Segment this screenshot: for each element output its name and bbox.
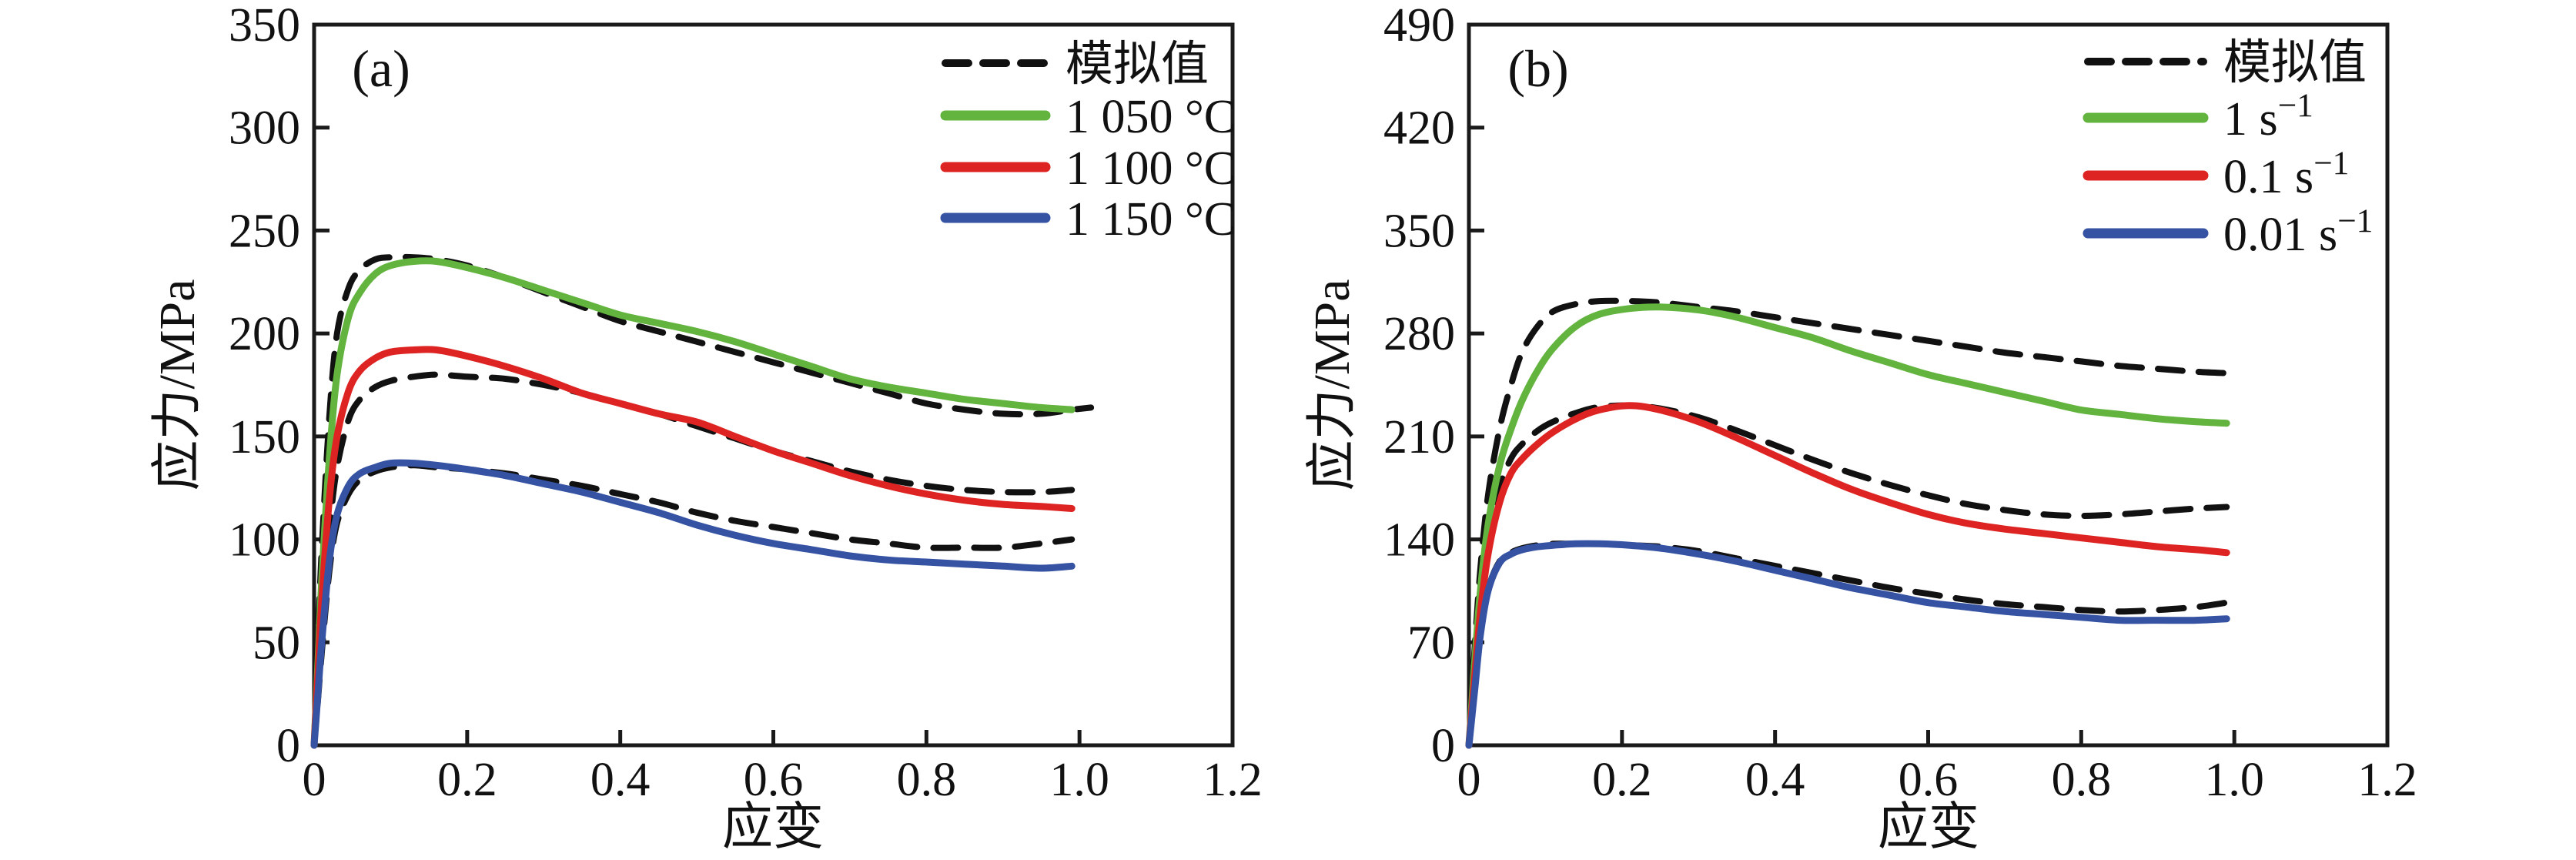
x-tick-label: 0.6 <box>1899 754 1959 806</box>
y-tick-label: 420 <box>1383 102 1455 155</box>
x-tick-label: 0.8 <box>897 754 957 806</box>
legend-label: 0.01 s−1 <box>2223 202 2373 261</box>
curve-sim-0.1s <box>1466 402 2230 748</box>
x-axis-title: 应变 <box>1878 799 1979 855</box>
y-tick-label: 150 <box>229 411 300 463</box>
y-tick-label: 300 <box>229 102 300 155</box>
curve-exp-0.1s <box>1465 402 2230 749</box>
curve-exp-1100C <box>310 346 1076 749</box>
x-axis-title: 应变 <box>722 799 824 855</box>
x-tick-label: 1.0 <box>2204 754 2264 806</box>
y-tick-label: 210 <box>1383 411 1455 463</box>
x-tick-label: 1.2 <box>2357 754 2417 806</box>
panel-label: (b) <box>1507 39 1568 98</box>
x-tick-label: 0.6 <box>744 754 804 806</box>
legend-label: 0.1 s−1 <box>2223 145 2349 203</box>
x-tick-label: 1.2 <box>1203 754 1263 806</box>
x-tick-label: 0 <box>1457 754 1481 806</box>
x-tick-label: 0.4 <box>590 754 651 806</box>
legend-label: 1 s−1 <box>2223 87 2313 146</box>
x-tick-label: 1.0 <box>1049 754 1109 806</box>
y-tick-label: 0 <box>276 720 300 772</box>
curve-sim-1100C <box>311 371 1076 748</box>
y-tick-label: 0 <box>1431 720 1455 772</box>
y-tick-label: 350 <box>1383 205 1455 257</box>
panel-a: 0 50 100 150 200 250 300 350 0 0.2 0.4 0.6 0.8 1.0 1.2… <box>149 0 1263 855</box>
legend-label: 1 150 °C <box>1066 193 1236 246</box>
curve-exp-1s <box>1465 303 2230 749</box>
legend-label: 模拟值 <box>2223 37 2367 89</box>
x-tick-label: 0.4 <box>1745 754 1805 806</box>
y-tick-label: 50 <box>253 617 300 669</box>
curve-sim-1150C <box>311 462 1076 748</box>
curve-exp-1150C <box>310 459 1076 749</box>
y-tick-label: 250 <box>229 205 300 257</box>
y-tick-label: 70 <box>1407 617 1455 669</box>
y-tick-label: 490 <box>1383 0 1455 52</box>
legend-label: 1 050 °C <box>1066 91 1236 143</box>
x-tick-label: 0.8 <box>2052 754 2112 806</box>
y-axis-title: 应力/MPa <box>149 279 206 490</box>
y-tick-label: 140 <box>1383 514 1455 567</box>
y-tick-label: 280 <box>1383 308 1455 360</box>
x-tick-label: 0.2 <box>1592 754 1652 806</box>
y-tick-label: 350 <box>229 0 300 52</box>
panel-b: 0 70 140 210 280 350 420 490 0 0.2 0.4 0.6 0.8 1.0 1.2… <box>1304 0 2417 855</box>
curve-sim-0.01s <box>1466 540 2230 748</box>
legend-label: 模拟值 <box>1066 38 1209 91</box>
legend-label: 1 100 °C <box>1066 142 1236 195</box>
panel-label: (a) <box>352 39 410 98</box>
y-axis-title: 应力/MPa <box>1304 279 1360 490</box>
y-tick-label: 200 <box>229 308 300 360</box>
curve-exp-1050C <box>310 257 1076 749</box>
curve-sim-1s <box>1466 297 2230 748</box>
x-tick-label: 0 <box>303 754 326 806</box>
curve-exp-0.01s <box>1465 540 2230 749</box>
y-tick-label: 100 <box>229 514 300 567</box>
x-tick-label: 0.2 <box>437 754 497 806</box>
